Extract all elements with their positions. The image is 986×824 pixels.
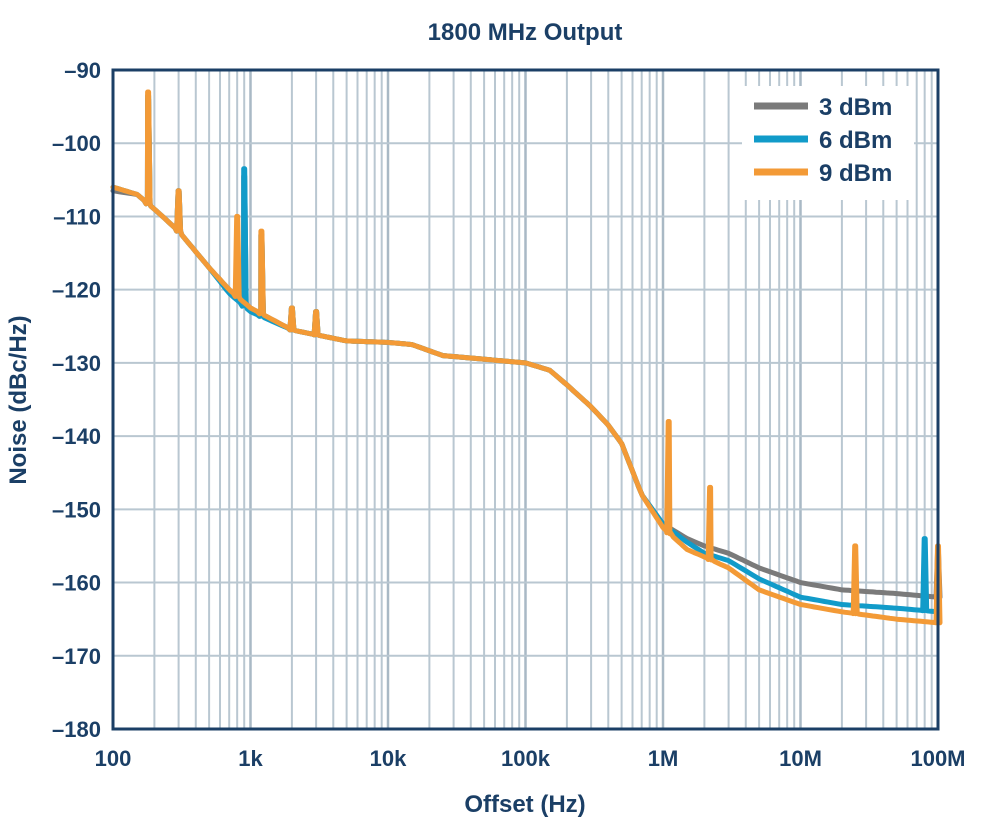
- y-tick-label: –130: [52, 351, 101, 376]
- y-tick-label: –180: [52, 717, 101, 742]
- y-tick-labels: –90 –100 –110 –120 –130 –140 –150 –160 –170 –180: [52, 58, 101, 742]
- legend-label-1: 3 dBm: [819, 94, 892, 121]
- y-axis-label: Noise (dBc/Hz): [5, 315, 32, 484]
- y-tick-label: –100: [52, 131, 101, 156]
- plot-frame: [111, 68, 940, 731]
- y-tick-label: –110: [53, 204, 101, 229]
- y-tick-label: –120: [52, 278, 101, 303]
- y-tick-label: –150: [52, 497, 101, 522]
- y-tick-label: –140: [52, 424, 101, 449]
- x-tick-label: 1k: [238, 746, 263, 771]
- x-tick-label: 100: [95, 746, 132, 771]
- chart-title: 1800 MHz Output: [428, 19, 623, 46]
- x-tick-label: 100M: [910, 746, 965, 771]
- y-tick-label: –170: [52, 644, 101, 669]
- x-axis-label: Offset (Hz): [464, 791, 585, 818]
- x-tick-label: 10k: [370, 746, 407, 771]
- legend: 3 dBm 6 dBm 9 dBm: [742, 86, 914, 200]
- y-tick-label: –160: [52, 571, 101, 596]
- y-tick-label: –90: [64, 58, 101, 83]
- x-tick-label: 100k: [501, 746, 551, 771]
- legend-label-3: 9 dBm: [819, 160, 892, 187]
- grid-lines: [111, 69, 940, 730]
- x-tick-labels: 100 1k 10k 100k 1M 10M 100M: [95, 746, 966, 771]
- legend-label-2: 6 dBm: [819, 127, 892, 154]
- series-line-3: [110, 89, 943, 626]
- series-layer: [110, 89, 943, 626]
- x-tick-label: 1M: [648, 746, 679, 771]
- x-tick-label: 10M: [779, 746, 822, 771]
